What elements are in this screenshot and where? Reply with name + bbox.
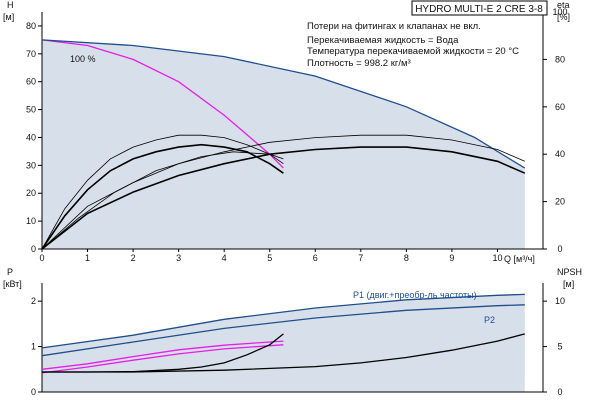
y2-tick-label: 0	[557, 244, 562, 254]
note-line: Плотность = 998.2 кг/м³	[307, 58, 411, 69]
y2-tick-label: 40	[555, 149, 565, 159]
series-line-4	[41, 146, 526, 250]
y2-tick-label: 0	[557, 387, 562, 397]
y2-tick-label: 5	[557, 342, 562, 352]
y-tick-label: 60	[26, 77, 36, 87]
operating-range-area	[42, 39, 525, 250]
y2-axis-label: eta	[557, 0, 570, 10]
x-tick-label: 4	[222, 253, 227, 263]
x-tick-label: 9	[449, 253, 454, 263]
y2-tick-label: 10	[555, 296, 565, 306]
y-tick-label: 1	[31, 342, 36, 352]
power-chart: 0 1 2 0 5 10	[31, 283, 565, 397]
x-tick-label: 5	[267, 253, 272, 263]
chart-title: HYDRO MULTI-E 2 CRE 3-8	[415, 4, 543, 15]
y-tick-label: 80	[26, 21, 36, 31]
x-tick-label: 3	[176, 253, 181, 263]
series-line-7	[41, 151, 284, 250]
x-tick-label: 6	[313, 253, 318, 263]
y-tick-label: 10	[26, 216, 36, 226]
operating-range-area	[42, 294, 525, 392]
title-box	[411, 0, 548, 16]
y-tick-label: 30	[26, 160, 36, 170]
y-tick-label: 0	[31, 244, 36, 254]
series-label-p2: P2	[484, 315, 495, 325]
series-line-2	[41, 39, 526, 169]
y-tick-label: 40	[26, 132, 36, 142]
note-line: Перекачиваемая жидкость = Вода	[307, 35, 459, 46]
npsh-axis-unit: [м]	[563, 279, 574, 289]
series-label-p1: P1 (двиг.+преобр-ль частоты)	[353, 290, 477, 300]
x-tick-label: 7	[358, 253, 363, 263]
x-tick-label: 8	[404, 253, 409, 263]
head-chart: 0 10 20 30 40 50 60 70 80 0 20 40 60 80 100 0 1 2 3 4 5 6 7 8 9 1…	[26, 7, 568, 263]
series-line-4	[41, 344, 284, 374]
y-tick-label: 50	[26, 105, 36, 115]
x-tick-label: 1	[85, 253, 90, 263]
x-tick-label: 10	[492, 253, 502, 263]
note-line: Температура перекачиваемой жидкости = 20…	[307, 46, 519, 57]
y2-tick-label: 80	[555, 54, 565, 64]
y-axis-unit: [м]	[3, 12, 14, 22]
y-tick-label: 20	[26, 188, 36, 198]
y-axis-label: H	[7, 0, 14, 10]
series-line-1	[41, 293, 525, 349]
x-tick-label: 0	[39, 253, 44, 263]
y2-tick-label: 100	[552, 7, 567, 17]
npsh-axis-label: NPSH	[557, 267, 582, 277]
series-line-6	[42, 333, 525, 373]
y-tick-label: 2	[31, 296, 36, 306]
x-tick-label: 2	[131, 253, 136, 263]
note-line: Потери на фитингах и клапанах не вкл.	[307, 21, 481, 32]
y2-axis-unit: [%]	[557, 12, 570, 22]
series-line-3	[41, 340, 284, 370]
y2-tick-label: 60	[555, 102, 565, 112]
p-axis-unit: [кВт]	[3, 279, 22, 289]
y-tick-label: 0	[31, 387, 36, 397]
x-axis-label: Q [м³/ч]	[504, 254, 535, 264]
series-line-3	[41, 143, 284, 250]
y-tick-label: 70	[26, 49, 36, 59]
series-line-2	[41, 304, 525, 357]
series-label-100: 100 %	[70, 54, 96, 64]
p-axis-label: P	[7, 267, 13, 277]
y2-tick-label: 20	[555, 197, 565, 207]
